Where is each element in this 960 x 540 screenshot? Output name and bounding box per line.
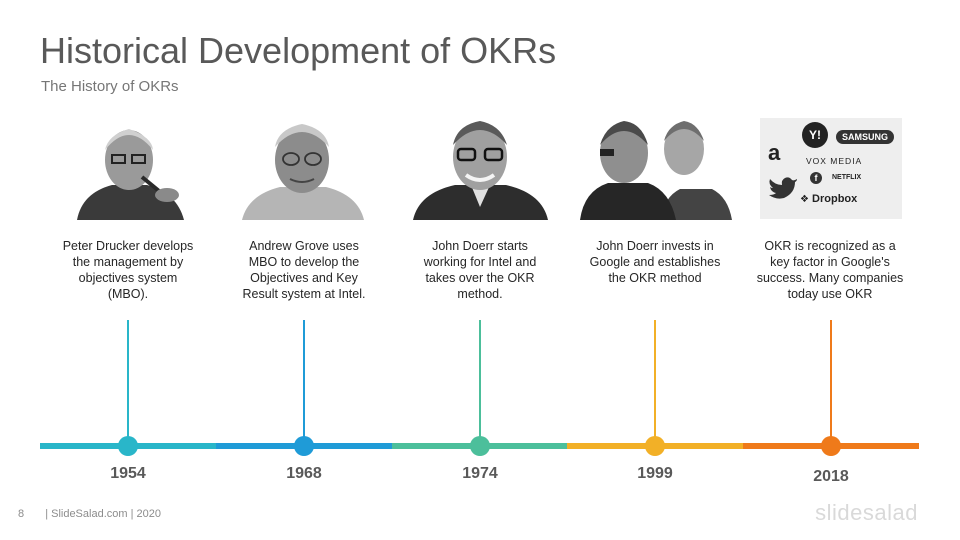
timeline-stem-1968 xyxy=(303,320,305,448)
timeline-year-1974: 1974 xyxy=(462,465,498,482)
milestone-description-2018: OKR is recognized as a key factor in Goo… xyxy=(756,239,904,301)
amazon-logo: a xyxy=(768,140,781,165)
timeline-year-1954: 1954 xyxy=(110,465,146,482)
milestone-description-1999: John Doerr invests in Google and establi… xyxy=(589,239,721,285)
vox-media-logo: VOX MEDIA xyxy=(806,156,863,166)
timeline-marker-2018 xyxy=(821,436,841,456)
milestone-description-1974: John Doerr starts working for Intel and … xyxy=(423,239,537,301)
dropbox-icon: ❖ xyxy=(800,194,809,205)
footer-source: | SlideSalad.com | 2020 xyxy=(45,508,161,520)
timeline-year-1968: 1968 xyxy=(286,465,322,482)
company-logos-panel: Y! SAMSUNG a VOX MEDIA f NETFLIX ❖ Dropb… xyxy=(760,118,902,219)
timeline-marker-1999 xyxy=(645,436,665,456)
timeline-stem-1954 xyxy=(127,320,129,448)
slide-footer: 8 | SlideSalad.com | 2020 xyxy=(18,508,161,520)
timeline-year-2018: 2018 xyxy=(813,468,849,485)
timeline-marker-1954 xyxy=(118,436,138,456)
timeline-stem-1974 xyxy=(479,320,481,448)
dropbox-logo: ❖ Dropbox xyxy=(800,193,857,205)
twitter-icon xyxy=(769,177,797,199)
portrait-peter-drucker xyxy=(72,115,187,220)
page-number: 8 xyxy=(18,508,25,520)
samsung-logo: SAMSUNG xyxy=(836,130,895,144)
timeline-marker-1968 xyxy=(294,436,314,456)
facebook-logo: f xyxy=(810,172,822,184)
portrait-google-founders xyxy=(580,115,732,220)
netflix-logo: NETFLIX xyxy=(832,174,862,181)
timeline-stem-2018 xyxy=(830,320,832,448)
timeline-marker-1974 xyxy=(470,436,490,456)
milestone-description-1954: Peter Drucker develops the management by… xyxy=(62,239,194,301)
portrait-andrew-grove xyxy=(240,115,366,220)
milestone-description-1968: Andrew Grove uses MBO to develop the Obj… xyxy=(242,239,366,301)
slide-title: Historical Development of OKRs xyxy=(40,30,557,71)
slide-subtitle: The History of OKRs xyxy=(41,78,179,95)
timeline-stem-1999 xyxy=(654,320,656,448)
timeline-year-1999: 1999 xyxy=(637,465,673,482)
brand-logo: slidesalad xyxy=(815,500,918,525)
yahoo-logo: Y! xyxy=(802,122,828,148)
portrait-john-doerr xyxy=(413,115,548,220)
dropbox-label: Dropbox xyxy=(812,193,858,205)
